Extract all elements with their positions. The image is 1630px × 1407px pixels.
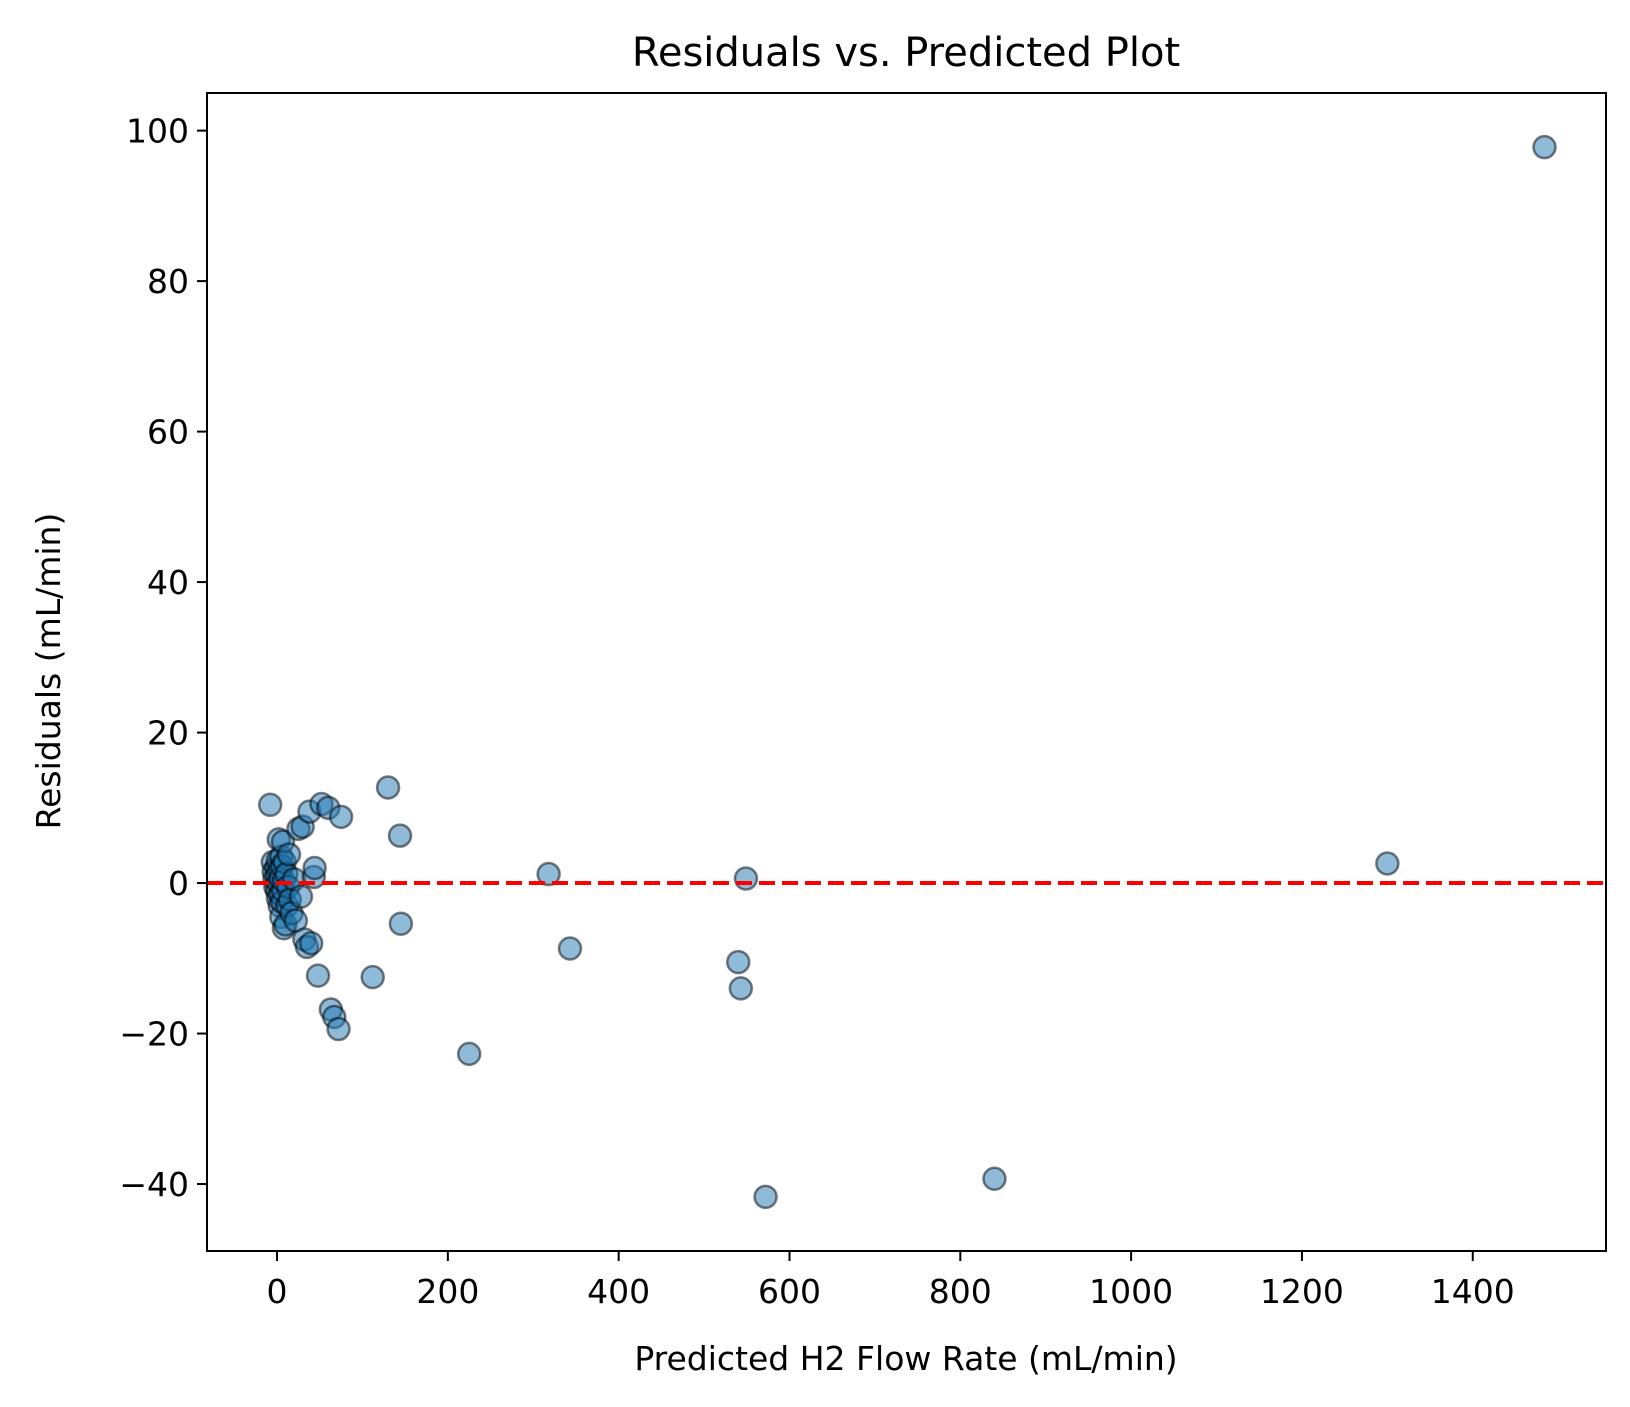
x-tick-label: 200	[416, 1272, 479, 1311]
data-point	[276, 842, 302, 867]
x-tick-label: 800	[929, 1272, 992, 1311]
data-point	[725, 949, 751, 975]
x-tick-label: 0	[267, 1272, 288, 1311]
x-axis-ticks: 0 200 400 600 800 1000 1200 1400	[267, 1251, 1515, 1311]
data-point	[360, 964, 385, 990]
y-tick-label: 0	[168, 864, 189, 903]
x-tick-label: 1000	[1089, 1272, 1173, 1311]
x-tick-label: 1200	[1260, 1272, 1344, 1311]
plot-frame	[206, 92, 1607, 1252]
data-point	[536, 861, 561, 887]
y-axis-label: Residuals (mL/min)	[29, 513, 68, 830]
data-point	[982, 1166, 1007, 1192]
data-point	[388, 911, 414, 936]
data-point	[387, 823, 413, 848]
data-point	[1532, 134, 1557, 160]
y-tick-label: 40	[147, 563, 189, 602]
data-point	[728, 976, 754, 1001]
y-tick-label: −40	[119, 1165, 189, 1204]
data-point	[1375, 851, 1400, 876]
y-tick-label: 100	[126, 112, 189, 151]
data-point	[298, 931, 324, 956]
y-tick-label: 80	[147, 262, 189, 301]
data-point	[733, 866, 759, 891]
x-tick-label: 600	[758, 1272, 821, 1311]
data-point	[375, 775, 401, 800]
y-axis-ticks: −40 −20 0 20 40 60 80 100	[119, 112, 207, 1204]
data-point	[328, 804, 354, 830]
y-tick-label: 60	[147, 413, 189, 452]
chart-title: Residuals vs. Predicted Plot	[632, 30, 1180, 76]
data-point	[557, 936, 583, 961]
data-point	[288, 884, 314, 909]
data-point	[305, 963, 331, 988]
x-axis-label: Predicted H2 Flow Rate (mL/min)	[634, 1339, 1177, 1378]
data-point	[456, 1041, 482, 1067]
x-tick-label: 1400	[1431, 1272, 1515, 1311]
x-tick-label: 400	[587, 1272, 650, 1311]
data-point	[326, 1016, 351, 1042]
y-tick-label: −20	[119, 1015, 189, 1054]
data-point	[257, 792, 283, 818]
y-tick-label: 20	[147, 714, 189, 753]
data-point	[753, 1184, 778, 1210]
data-point	[302, 855, 327, 881]
data-points	[257, 134, 1557, 1210]
plot-area	[207, 93, 1606, 1251]
